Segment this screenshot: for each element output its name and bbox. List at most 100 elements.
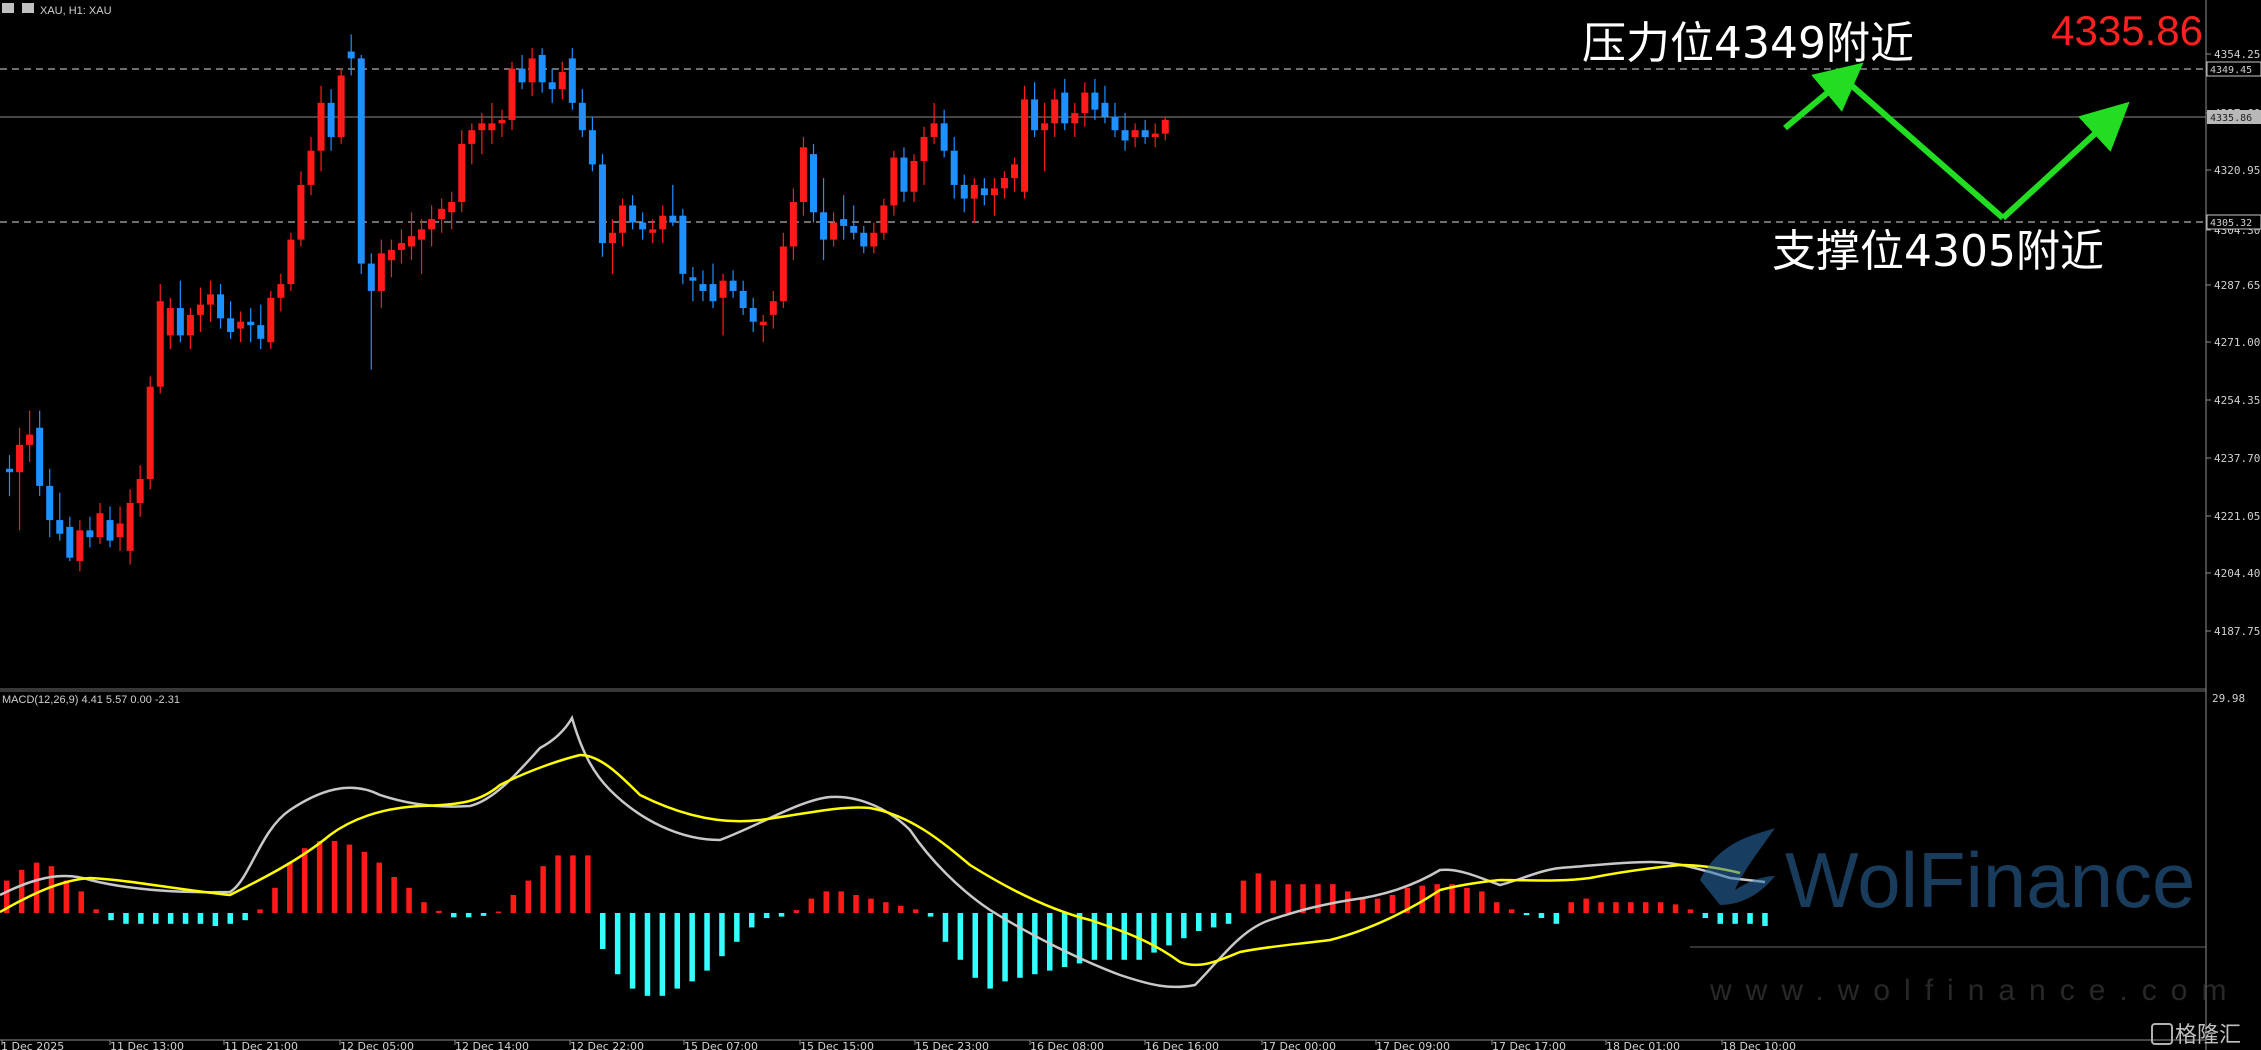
macd-bar: [495, 911, 502, 913]
macd-bar: [868, 898, 874, 913]
macd-bar: [1330, 884, 1336, 913]
candle-body: [1161, 119, 1169, 134]
candle-body: [779, 246, 787, 302]
candle-body: [528, 58, 536, 83]
candle-body: [478, 123, 486, 131]
candle-body: [970, 184, 978, 199]
price-scale[interactable]: 4354.254337.604320.954304.304287.654271.…: [2206, 48, 2260, 638]
candle-body: [588, 130, 596, 165]
candle-body: [870, 232, 878, 247]
macd-bar: [1553, 913, 1560, 924]
candle-body: [176, 308, 184, 336]
candle-body: [86, 530, 94, 538]
candle-body: [337, 75, 345, 138]
candle-body: [659, 215, 667, 230]
candle-body: [1061, 92, 1069, 124]
macd-lines: [0, 714, 1766, 989]
candle-body: [850, 225, 858, 233]
candle-body: [126, 502, 134, 551]
macd-bar: [957, 913, 964, 960]
macd-bar: [1240, 880, 1247, 913]
macd-bar: [734, 913, 740, 942]
macd-bar: [1389, 895, 1396, 913]
candle-body: [257, 325, 265, 339]
time-tick-label: 11 Dec 13:00: [110, 1040, 184, 1050]
candle-body: [558, 72, 566, 90]
macd-bar: [346, 844, 353, 913]
macd-bar: [1404, 887, 1411, 913]
chart-type-icon[interactable]: [22, 3, 34, 13]
macd-bar: [1479, 891, 1485, 913]
level-tags: 4349.45 4335.86 4305.32 29.98: [2206, 61, 2261, 705]
candle-body: [1041, 123, 1049, 131]
macd-bar: [361, 851, 368, 913]
macd-bar: [674, 913, 680, 989]
candle-body: [980, 188, 988, 196]
candle-body: [327, 102, 335, 138]
candle-body: [26, 434, 34, 445]
macd-bar: [1568, 902, 1574, 913]
price-tick-label: 4187.75: [2214, 625, 2260, 638]
macd-bar: [138, 913, 144, 924]
macd-bar: [421, 902, 427, 913]
macd-bar: [63, 880, 70, 913]
macd-bar: [1449, 884, 1455, 913]
macd-bar: [1270, 880, 1276, 913]
time-tick-label: 16 Dec 16:00: [1145, 1040, 1219, 1050]
time-tick-label: 12 Dec 22:00: [570, 1040, 644, 1050]
resistance-tag-label: 4349.45: [2210, 65, 2252, 76]
big-price-label: 4335.86: [2051, 7, 2203, 54]
macd-bar: [585, 855, 591, 913]
macd-bar: [1434, 884, 1440, 913]
candle-body: [287, 239, 295, 285]
candle-body: [106, 520, 114, 541]
macd-bar: [93, 909, 99, 913]
current-price-tag: [2207, 110, 2261, 124]
candle-body: [488, 123, 496, 131]
price-tick-label: 4320.95: [2214, 164, 2260, 177]
macd-bar: [1196, 913, 1202, 931]
time-scale[interactable]: 11 Dec 2025 11 Dec 13:00 11 Dec 21:00 12 De…: [0, 1040, 1796, 1050]
candle-body: [1000, 178, 1008, 189]
macd-bar: [1136, 913, 1142, 960]
macd-bar: [1106, 913, 1113, 960]
macd-bar: [659, 913, 666, 996]
macd-bar: [1076, 913, 1083, 964]
macd-bar: [1359, 898, 1366, 913]
macd-bar: [972, 913, 978, 978]
macd-bar: [406, 887, 412, 913]
candle-body: [408, 236, 415, 247]
candle-body: [6, 468, 13, 473]
macd-bar: [287, 862, 293, 913]
candle-body: [629, 205, 637, 223]
candle-body: [146, 386, 154, 480]
window-icon[interactable]: [2, 3, 14, 13]
candle-body: [1111, 116, 1119, 131]
candle-body: [156, 301, 164, 387]
candle-body: [1011, 164, 1018, 179]
macd-bar: [912, 909, 919, 913]
macd-bar: [1732, 913, 1738, 924]
candle-body: [66, 526, 74, 558]
candle-body: [16, 444, 24, 473]
macd-bar: [1464, 887, 1470, 913]
candle-body: [1091, 92, 1099, 110]
candle-body: [960, 184, 968, 199]
candle-body: [920, 137, 928, 161]
macd-bar: [1315, 884, 1321, 913]
price-tick-label: 4271.00: [2214, 336, 2260, 349]
macd-bar: [1002, 913, 1008, 982]
time-tick-label: 11 Dec 21:00: [224, 1040, 298, 1050]
candle-body: [739, 290, 747, 309]
macd-bar: [704, 913, 710, 971]
candle-body: [840, 219, 848, 226]
candle-body: [448, 202, 456, 213]
candle-body: [830, 222, 838, 240]
corner-logo-text: 格隆汇: [2175, 1023, 2241, 1048]
macd-bar: [376, 862, 382, 913]
candle-body: [237, 321, 245, 329]
candle-body: [186, 314, 194, 336]
macd-bar: [302, 848, 308, 913]
macd-bar: [1091, 913, 1098, 960]
